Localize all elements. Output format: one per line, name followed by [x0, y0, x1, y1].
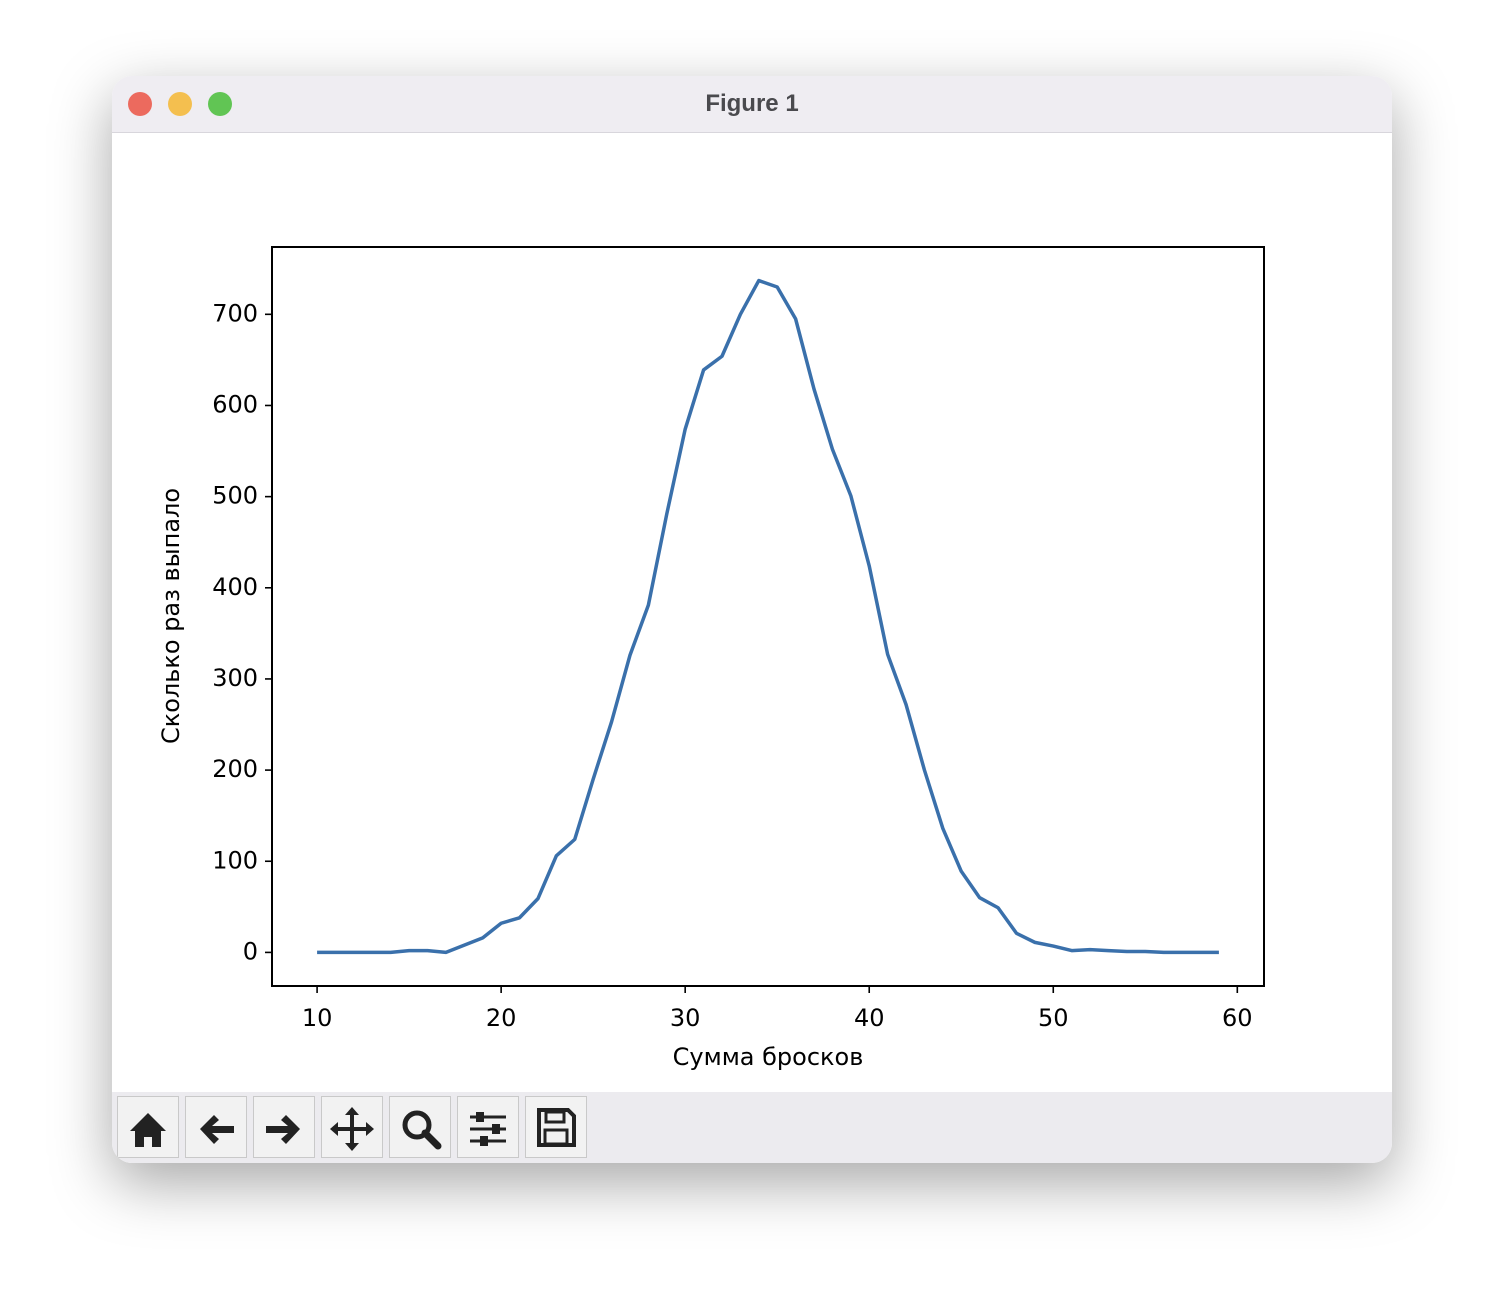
chart: Сумма бросков Сколько раз выпало 0 100 200… [157, 246, 1265, 1071]
pan-icon [330, 1107, 374, 1151]
x-tick-label: 10 [302, 1004, 333, 1032]
save-icon [537, 1108, 576, 1147]
forward-icon [266, 1115, 300, 1144]
zoom-button[interactable] [208, 92, 232, 116]
back-button[interactable] [185, 1096, 247, 1158]
x-tick-label: 40 [854, 1004, 885, 1032]
y-tick-label: 200 [212, 755, 258, 783]
zoom-tool-button[interactable] [389, 1096, 451, 1158]
y-tick-label: 400 [212, 573, 258, 601]
x-tick-label: 50 [1038, 1004, 1069, 1032]
toolbar [112, 1092, 1392, 1163]
window-title: Figure 1 [705, 90, 799, 117]
save-button[interactable] [525, 1096, 587, 1158]
back-icon [200, 1115, 234, 1144]
x-tick-label: 60 [1222, 1004, 1253, 1032]
y-tick-label: 300 [212, 664, 258, 692]
y-tick-label: 700 [212, 299, 258, 327]
title-bar: Figure 1 [112, 76, 1392, 133]
minimize-button[interactable] [168, 92, 192, 116]
close-button[interactable] [128, 92, 152, 116]
y-tick-label: 600 [212, 390, 258, 418]
x-axis-label: Сумма бросков [673, 1043, 864, 1071]
pan-button[interactable] [321, 1096, 383, 1158]
zoom-icon [402, 1110, 442, 1150]
home-icon [130, 1113, 166, 1147]
data-line [317, 278, 1219, 955]
y-axis-label: Сколько раз выпало [157, 488, 185, 744]
y-tick-label: 500 [212, 482, 258, 510]
x-tick-label: 20 [486, 1004, 517, 1032]
forward-button[interactable] [253, 1096, 315, 1158]
configure-icon [470, 1112, 506, 1146]
home-button[interactable] [117, 1096, 179, 1158]
window: Figure 1 Сумма бросков Сколько раз выпал… [112, 76, 1392, 1163]
y-tick-label: 0 [243, 937, 258, 965]
plot-frame [271, 246, 1265, 987]
y-tick-label: 100 [212, 846, 258, 874]
x-tick-label: 30 [670, 1004, 701, 1032]
configure-button[interactable] [457, 1096, 519, 1158]
